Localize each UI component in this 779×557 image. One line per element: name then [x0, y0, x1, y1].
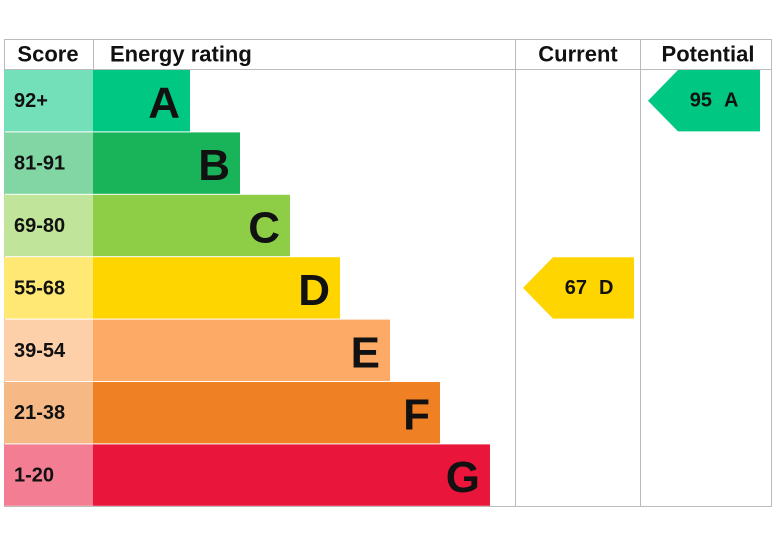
score-label: 39-54: [14, 340, 66, 362]
score-cell: [4, 319, 93, 381]
current-value: 67: [565, 277, 587, 299]
score-label: 81-91: [14, 153, 65, 175]
current-band: D: [599, 277, 613, 299]
band-bar: [93, 257, 340, 319]
current-arrow: [523, 257, 634, 319]
band-bar: [93, 444, 490, 506]
potential-band: A: [724, 90, 738, 112]
band-bar: [93, 382, 440, 444]
score-cell: [4, 132, 93, 194]
band-letter: D: [298, 266, 330, 315]
band-letter: G: [446, 453, 480, 502]
band-bar: [93, 70, 190, 132]
score-label: 1-20: [14, 465, 54, 487]
band-letter: F: [403, 391, 430, 440]
score-label: 69-80: [14, 215, 65, 237]
band-letter: A: [148, 79, 180, 128]
band-letter: E: [351, 328, 380, 377]
header: Energy rating: [110, 42, 252, 67]
potential-arrow: [648, 70, 760, 132]
score-cell: [4, 382, 93, 444]
band-letter: B: [198, 141, 230, 190]
score-label: 92+: [14, 90, 48, 112]
band-bar: [93, 194, 290, 257]
score-label: 55-68: [14, 277, 65, 299]
band-bar: [93, 319, 390, 381]
score-cell: [4, 257, 93, 319]
score-cell: [4, 194, 93, 257]
score-cell: [4, 444, 93, 506]
score-label: 21-38: [14, 402, 65, 424]
band-letter: C: [248, 204, 280, 253]
band-bar: [93, 132, 240, 194]
header: Potential: [662, 42, 755, 67]
header: Current: [538, 42, 618, 67]
potential-value: 95: [690, 90, 712, 112]
score-cell: [4, 70, 93, 132]
header: Score: [17, 42, 78, 67]
